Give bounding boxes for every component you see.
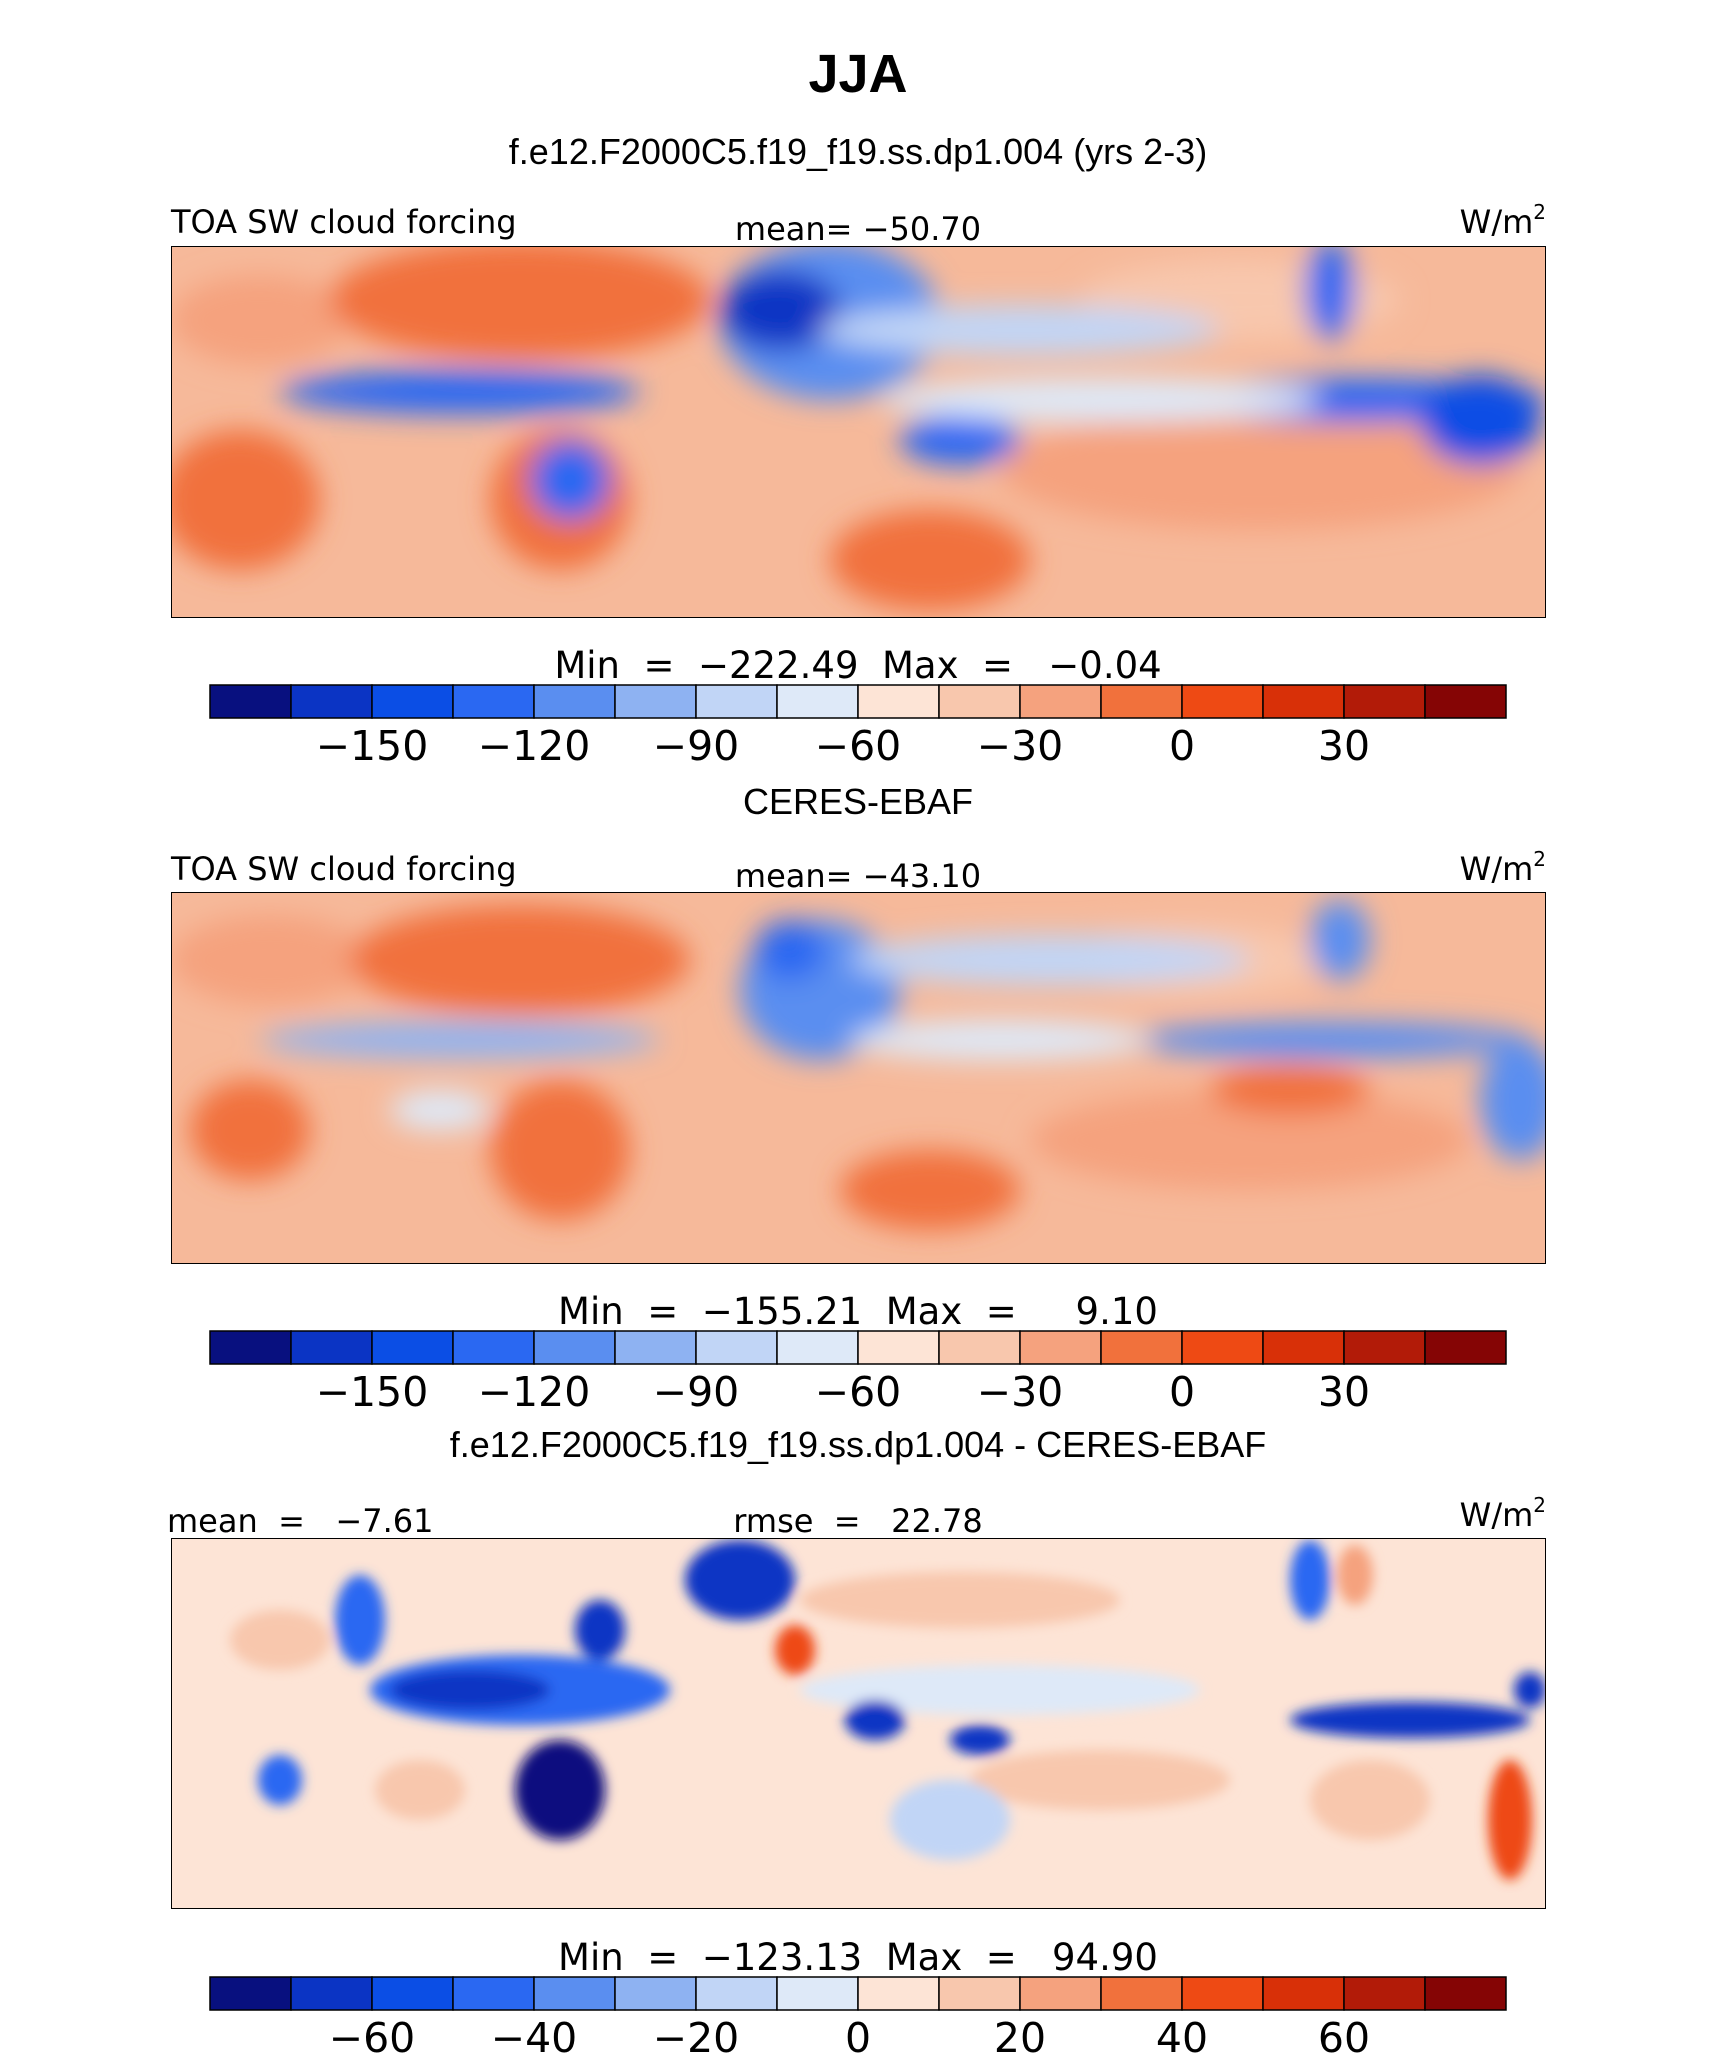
colorbar-3-box-13 — [1262, 1976, 1345, 2011]
panel-3-map — [171, 1538, 1546, 1909]
colorbar-2-box-12 — [1181, 1330, 1264, 1365]
colorbar-2-box-7 — [776, 1330, 859, 1365]
panel-3-rmse-label: rmse = 22.78 — [733, 1502, 982, 1540]
colorbar-3-tick-label: −40 — [491, 2014, 578, 2062]
colorbar-3-box-5 — [614, 1976, 697, 2011]
colorbar-3-tick-label: −60 — [329, 2014, 416, 2062]
panel-2-mean-label: mean= −43.10 — [735, 857, 981, 895]
colorbar-2-box-9 — [938, 1330, 1021, 1365]
colorbar-1-tick-label: −150 — [316, 722, 429, 770]
panel-2: CERES-EBAF TOA SW cloud forcing mean= −4… — [170, 781, 1546, 1416]
colorbar-2-tick-label: −30 — [977, 1368, 1064, 1416]
colorbar-2-box-14 — [1343, 1330, 1426, 1365]
colorbar-1-box-9 — [938, 684, 1021, 719]
colorbar-3-box-1 — [290, 1976, 373, 2011]
colorbar-3-tick-label: 20 — [994, 2014, 1046, 2062]
panel-1-colorbar: −150 −120 −90 −60 −30 0 30 — [209, 684, 1507, 770]
colorbar-2-box-6 — [695, 1330, 778, 1365]
colorbar-3-box-3 — [452, 1976, 535, 2011]
colorbar-2-box-8 — [857, 1330, 940, 1365]
colorbar-3-box-0 — [209, 1976, 292, 2011]
panel-3-min-max: Min = −123.13 Max = 94.90 — [558, 1936, 1158, 1979]
colorbar-3-box-8 — [857, 1976, 940, 2011]
colorbar-2-box-10 — [1019, 1330, 1102, 1365]
colorbar-3-box-6 — [695, 1976, 778, 2011]
colorbar-1-box-0 — [209, 684, 292, 719]
colorbar-1-tick-label: −120 — [478, 722, 591, 770]
colorbar-1-box-15 — [1424, 684, 1507, 719]
panel-2-variable-label: TOA SW cloud forcing — [170, 850, 517, 888]
colorbar-3-tick-label: −20 — [653, 2014, 740, 2062]
panel-2-map — [171, 892, 1546, 1264]
figure-title: JJA — [808, 44, 907, 104]
colorbar-3-box-11 — [1100, 1976, 1183, 2011]
colorbar-1-box-11 — [1100, 684, 1183, 719]
colorbar-1-box-10 — [1019, 684, 1102, 719]
colorbar-1-box-3 — [452, 684, 535, 719]
colorbar-1-box-14 — [1343, 684, 1426, 719]
colorbar-1-tick-label: 30 — [1318, 722, 1370, 770]
colorbar-2-tick-label: 0 — [1169, 1368, 1195, 1416]
colorbar-2-tick-label: −150 — [316, 1368, 429, 1416]
panel-1-variable-label: TOA SW cloud forcing — [170, 203, 517, 241]
colorbar-1-box-13 — [1262, 684, 1345, 719]
panel-3-mean-label: mean = −7.61 — [167, 1502, 433, 1540]
panel-1-mean-label: mean= −50.70 — [735, 210, 981, 248]
panel-1-min-max: Min = −222.49 Max = −0.04 — [554, 644, 1161, 687]
colorbar-1-box-8 — [857, 684, 940, 719]
colorbar-1-box-2 — [371, 684, 454, 719]
panel-3-title: f.e12.F2000C5.f19_f19.ss.dp1.004 - CERES… — [450, 1424, 1266, 1465]
colorbar-2-box-3 — [452, 1330, 535, 1365]
colorbar-3-box-9 — [938, 1976, 1021, 2011]
colorbar-3-tick-label: 60 — [1318, 2014, 1370, 2062]
panel-1-title: f.e12.F2000C5.f19_f19.ss.dp1.004 (yrs 2-… — [509, 131, 1207, 172]
colorbar-3-box-14 — [1343, 1976, 1426, 2011]
panel-2-title: CERES-EBAF — [743, 781, 973, 822]
colorbar-3-box-15 — [1424, 1976, 1507, 2011]
colorbar-1-tick-label: −90 — [653, 722, 740, 770]
panel-2-units: W/m2 — [1460, 847, 1546, 888]
panel-3-colorbar: −60 −40 −20 0 20 40 60 — [209, 1976, 1507, 2062]
colorbar-2-box-1 — [290, 1330, 373, 1365]
colorbar-3-box-12 — [1181, 1976, 1264, 2011]
colorbar-2-tick-label: −60 — [815, 1368, 902, 1416]
colorbar-2-box-0 — [209, 1330, 292, 1365]
colorbar-1-box-5 — [614, 684, 697, 719]
colorbar-1-box-7 — [776, 684, 859, 719]
colorbar-2-box-4 — [533, 1330, 616, 1365]
colorbar-3-tick-label: 0 — [845, 2014, 871, 2062]
colorbar-3-box-2 — [371, 1976, 454, 2011]
panel-3-units: W/m2 — [1460, 1493, 1546, 1534]
panel-1: f.e12.F2000C5.f19_f19.ss.dp1.004 (yrs 2-… — [170, 131, 1546, 770]
colorbar-1-box-1 — [290, 684, 373, 719]
panel-2-colorbar: −150 −120 −90 −60 −30 0 30 — [209, 1330, 1507, 1416]
colorbar-1-box-4 — [533, 684, 616, 719]
colorbar-3-box-4 — [533, 1976, 616, 2011]
colorbar-1-box-12 — [1181, 684, 1264, 719]
colorbar-1-tick-label: −60 — [815, 722, 902, 770]
colorbar-2-box-15 — [1424, 1330, 1507, 1365]
colorbar-2-box-13 — [1262, 1330, 1345, 1365]
colorbar-2-box-5 — [614, 1330, 697, 1365]
panel-1-units: W/m2 — [1460, 200, 1546, 241]
panel-3: f.e12.F2000C5.f19_f19.ss.dp1.004 - CERES… — [167, 1424, 1546, 2062]
colorbar-2-tick-label: −90 — [653, 1368, 740, 1416]
panel-2-min-max: Min = −155.21 Max = 9.10 — [558, 1290, 1158, 1333]
colorbar-2-tick-label: −120 — [478, 1368, 591, 1416]
colorbar-2-box-11 — [1100, 1330, 1183, 1365]
colorbar-3-box-7 — [776, 1976, 859, 2011]
panel-1-map — [171, 246, 1546, 618]
colorbar-1-tick-label: 0 — [1169, 722, 1195, 770]
colorbar-2-box-2 — [371, 1330, 454, 1365]
colorbar-1-box-6 — [695, 684, 778, 719]
colorbar-3-tick-label: 40 — [1156, 2014, 1208, 2062]
colorbar-1-tick-label: −30 — [977, 722, 1064, 770]
colorbar-3-box-10 — [1019, 1976, 1102, 2011]
colorbar-2-tick-label: 30 — [1318, 1368, 1370, 1416]
